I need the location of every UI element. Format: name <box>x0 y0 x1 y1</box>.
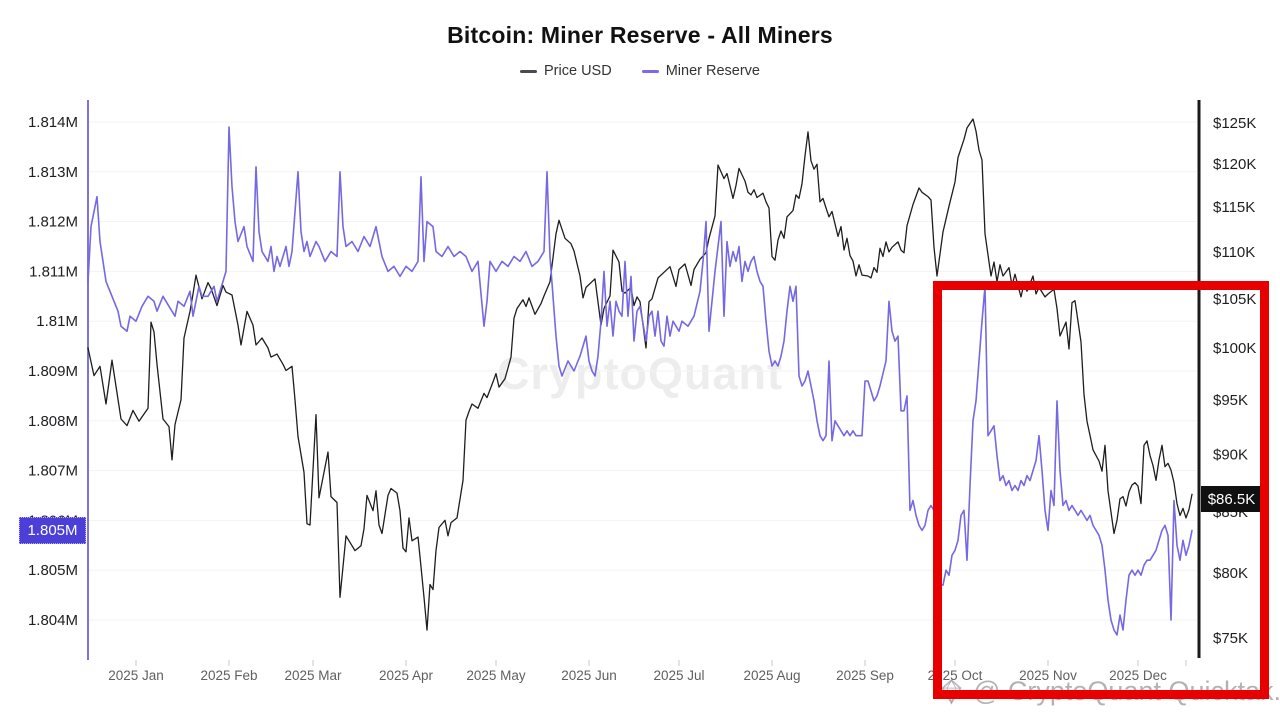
legend-item-miner-reserve[interactable]: Miner Reserve <box>641 63 760 79</box>
y-axis-right-tick-label: $105K <box>1213 291 1256 308</box>
y-axis-right-tick-label: $115K <box>1213 199 1255 216</box>
y-axis-left-tick-label: 1.807M <box>28 463 78 480</box>
x-axis-tick-label: 2025 Apr <box>379 668 434 683</box>
miner-reserve-current-value-badge: 1.805M <box>19 517 86 544</box>
price-usd-line <box>87 118 1193 631</box>
x-axis-tick-label: 2025 Oct <box>928 668 983 683</box>
x-axis-tick-label: 2025 Mar <box>284 668 342 683</box>
miner-reserve-legend-swatch <box>641 69 659 73</box>
y-axis-right-tick-label: $80K <box>1213 565 1248 582</box>
y-axis-right-tick-label: $125K <box>1213 115 1256 132</box>
y-axis-right-tick-label: $100K <box>1213 340 1256 357</box>
x-axis-tick-label: 2025 May <box>466 668 526 683</box>
legend-label-miner-reserve: Miner Reserve <box>665 63 760 79</box>
y-axis-right-tick-label: $110K <box>1213 244 1255 261</box>
y-axis-left-tick-label: 1.812M <box>28 214 78 231</box>
price-usd-legend-swatch <box>520 69 538 73</box>
x-axis-tick-label: 2025 Jun <box>561 668 617 683</box>
y-axis-left-tick-label: 1.811M <box>29 263 78 280</box>
chart-title: Bitcoin: Miner Reserve - All Miners <box>447 22 833 48</box>
x-axis-tick-label: 2025 Jan <box>108 668 164 683</box>
x-axis-tick-label: 2025 Jul <box>653 668 704 683</box>
legend: Price USD Miner Reserve <box>0 63 1280 79</box>
y-axis-right-tick-label: $75K <box>1213 630 1248 647</box>
miner-reserve-line <box>87 126 1193 636</box>
y-axis-left-tick-label: 1.81M <box>36 313 78 330</box>
price-current-value-badge: $86.5K <box>1201 486 1262 512</box>
x-axis-tick-label: 2025 Aug <box>743 668 800 683</box>
x-axis-tick-label: 2025 Sep <box>836 668 894 683</box>
y-axis-left-tick-label: 1.808M <box>28 413 78 430</box>
y-axis-right-tick-label: $120K <box>1213 156 1256 173</box>
x-axis-tick-label: 2025 Nov <box>1019 668 1077 683</box>
y-axis-left-tick-label: 1.814M <box>28 114 78 131</box>
legend-item-price-usd[interactable]: Price USD <box>520 63 612 79</box>
x-axis-tick-label: 2025 Feb <box>200 668 257 683</box>
y-axis-right-tick-label: $95K <box>1213 392 1248 409</box>
y-axis-left-tick-label: 1.805M <box>28 562 78 579</box>
y-axis-right-tick-label: $90K <box>1213 446 1248 463</box>
legend-label-price-usd: Price USD <box>544 63 612 79</box>
y-axis-left-tick-label: 1.804M <box>28 612 78 629</box>
y-axis-left-tick-label: 1.813M <box>28 164 78 181</box>
x-axis-tick-label: 2025 Dec <box>1109 668 1167 683</box>
y-axis-left-tick-label: 1.809M <box>28 363 78 380</box>
